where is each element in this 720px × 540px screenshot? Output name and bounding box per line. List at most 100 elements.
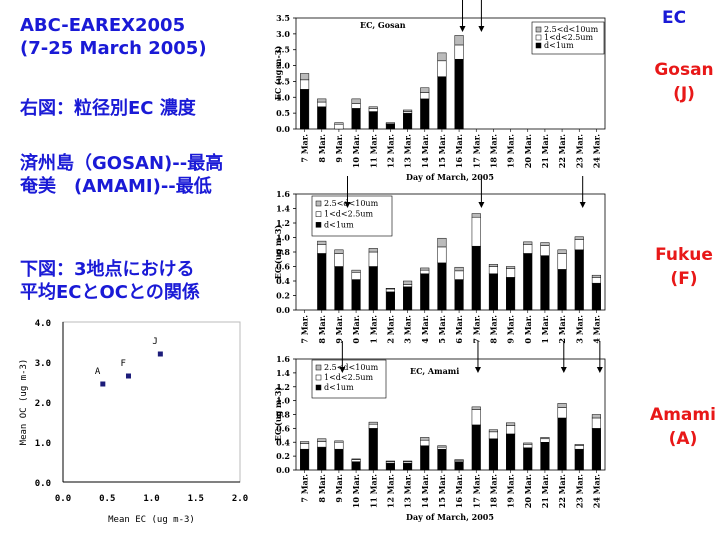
x-tick-label: 20 Mar. [523,474,533,508]
legend-label: d<1um [324,383,354,392]
chart-title: EC, Amami [410,366,459,376]
x-tick-label: 0 Mar. [351,315,361,344]
x-tick-label: 3 Mar. [403,315,413,344]
bar-segment [403,109,413,112]
x-tick-label: 1.5 [188,494,204,504]
legend-swatch [535,42,542,49]
x-tick-label: 16 Mar. [454,474,464,508]
bottom-figure-note: 下図：3地点における [20,259,195,280]
x-tick-label: 8 Mar. [317,474,327,503]
site-name: Gosan [654,60,714,80]
y-tick-label: 3.0 [35,359,51,369]
x-tick-label: 17 Mar. [471,474,481,508]
bar-segment [506,422,516,426]
bar-segment [403,460,413,462]
ec-oc-relation-note: 平均ECとOCとの関係 [20,282,200,303]
ec-header: EC [661,8,687,28]
x-tick-label: 9 Mar. [506,315,516,344]
y-tick-label: 0.4 [276,437,290,447]
bar-segment [351,98,361,104]
y-tick-label: 0.5 [276,108,290,118]
legend-label: 2.5<d<10um [324,363,379,372]
x-tick-label: 1.0 [143,494,159,504]
x-tick-label: 21 Mar. [540,134,550,168]
x-tick-label: 10 Mar. [351,474,361,508]
x-tick-label: 7 Mar. [471,315,481,344]
y-tick-label: 0.0 [276,305,290,315]
y-tick-label: 1.4 [276,204,290,214]
x-tick-label: 11 Mar. [368,474,378,508]
bar-segment [506,266,516,269]
y-tick-label: 1.0 [276,396,290,406]
x-tick-label: 7 Mar. [300,134,310,163]
bar-segment [454,459,464,461]
bar-segment [540,437,550,440]
bar-segment [420,437,430,441]
legend-swatch [315,200,322,207]
x-tick-label: 15 Mar. [437,474,447,508]
bar-segment [420,87,430,93]
x-tick-label: 0.5 [99,494,115,504]
y-tick-label: 3.0 [276,29,290,39]
bar-segment [351,269,361,273]
bar-segment [471,213,481,218]
bar-segment [334,440,344,443]
y-axis-title: EC (ug m-3) [273,387,283,442]
bar-segment [368,421,378,425]
x-tick-label: 10 Mar. [351,134,361,168]
site-name: Fukue [655,245,713,265]
y-tick-label: 1.5 [276,76,290,86]
bar-segment [574,444,584,446]
site-code: (F) [670,269,698,289]
event-arrow-head [579,202,586,208]
scatter-point [157,351,163,357]
site-label-gosan: Gosan (J) [645,58,720,106]
y-tick-label: 0.6 [276,262,290,272]
bar-segment [420,267,430,271]
right-figure-note: 右図：粒径別EC 濃度 [20,98,196,119]
bar-segment [385,288,395,290]
site-code: (J) [673,84,695,104]
x-tick-label: 4 Mar. [420,315,430,344]
x-tick-label: 19 Mar. [506,474,516,508]
y-tick-label: 2.0 [276,61,290,71]
legend-swatch [315,211,322,217]
legend-label: 1<d<2.5um [324,373,373,382]
y-tick-label: 2.0 [35,399,51,409]
x-tick-label: 9 Mar. [334,134,344,163]
event-arrow-head [596,367,603,373]
event-arrow-head [339,367,346,373]
site-name: Amami [650,405,716,425]
x-tick-label: 17 Mar. [471,134,481,168]
y-tick-label: 0.2 [276,291,290,301]
bar-segment [351,458,361,460]
scatter-point-label: J [152,337,157,347]
site-label-fukue: Fukue (F) [645,243,720,291]
y-tick-label: 1.0 [276,92,290,102]
x-tick-label: 9 Mar. [334,315,344,344]
y-tick-label: 0.0 [35,479,51,489]
y-tick-label: 0.8 [276,410,290,420]
amami-note: 奄美 (AMAMI)--最低 [20,176,212,197]
y-tick-label: 1.4 [276,368,290,378]
y-axis-title: EC (ug m-3) [273,46,283,101]
y-tick-label: 3.5 [276,13,290,23]
x-tick-label: 1 Mar. [368,315,378,344]
legend-box [311,195,393,237]
legend-label: 1<d<2.5um [324,210,373,219]
bar-segment [368,106,378,109]
bar-segment [488,429,498,433]
x-tick-label: 0.0 [55,494,71,504]
x-tick-label: 24 Mar. [591,474,601,508]
legend-label: 1<d<2.5um [544,33,593,42]
x-tick-label: 8 Mar. [317,134,327,163]
bar-segment [403,280,413,285]
y-tick-label: 4.0 [35,319,51,329]
x-tick-label: 1 Mar. [540,315,550,344]
legend-label: d<1um [544,41,574,50]
bar-segment [488,264,498,267]
chart-title: EC, Gosan [360,20,406,30]
event-arrow-head [478,26,485,32]
